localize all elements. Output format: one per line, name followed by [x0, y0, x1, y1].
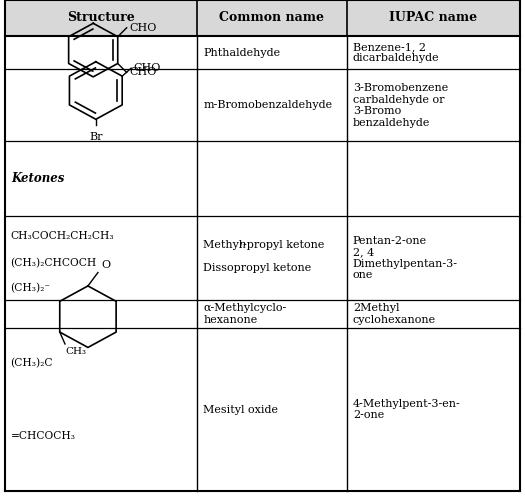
Text: (CH₃)₂CHCOCH: (CH₃)₂CHCOCH [10, 258, 97, 268]
Text: CH₃COCH₂CH₂CH₃: CH₃COCH₂CH₂CH₃ [10, 231, 114, 241]
Text: Phthaldehyde: Phthaldehyde [203, 48, 280, 58]
Text: -propyl ketone: -propyl ketone [243, 240, 324, 250]
Text: Mesityl oxide: Mesityl oxide [203, 405, 278, 415]
Text: O: O [101, 260, 110, 270]
Text: 3-Bromobenzene
carbaldehyde or
3-Bromo
benzaldehyde: 3-Bromobenzene carbaldehyde or 3-Bromo b… [353, 83, 448, 128]
FancyBboxPatch shape [5, 0, 520, 36]
Text: Structure: Structure [67, 11, 135, 24]
Text: Benzene-1, 2
dicarbaldehyde: Benzene-1, 2 dicarbaldehyde [353, 42, 439, 63]
Text: CHO: CHO [129, 67, 156, 77]
Text: CH₃: CH₃ [65, 347, 86, 356]
Text: 4-Methylpent-3-en-
2-one: 4-Methylpent-3-en- 2-one [353, 399, 460, 421]
Text: Pentan-2-one
2, 4
Dimethylpentan-3-
one: Pentan-2-one 2, 4 Dimethylpentan-3- one [353, 236, 458, 280]
Text: CHO: CHO [134, 63, 161, 73]
Text: (CH₃)₂⁻: (CH₃)₂⁻ [10, 283, 50, 294]
Text: (CH₃)₂C: (CH₃)₂C [10, 358, 53, 368]
Text: 2Methyl
cyclohexanone: 2Methyl cyclohexanone [353, 304, 436, 325]
Text: α-Methylcyclo-
hexanone: α-Methylcyclo- hexanone [203, 304, 287, 325]
Text: m-Bromobenzaldehyde: m-Bromobenzaldehyde [203, 100, 332, 111]
Text: IUPAC name: IUPAC name [389, 11, 477, 24]
Text: =CHCOCH₃: =CHCOCH₃ [10, 431, 76, 441]
Text: Common name: Common name [219, 11, 324, 24]
Text: CHO: CHO [129, 23, 156, 33]
Text: Dissopropyl ketone: Dissopropyl ketone [203, 263, 311, 273]
Text: Ketones: Ketones [12, 172, 65, 185]
Text: Br: Br [89, 132, 102, 142]
Text: n: n [238, 240, 245, 250]
Text: Methyl: Methyl [203, 240, 246, 250]
